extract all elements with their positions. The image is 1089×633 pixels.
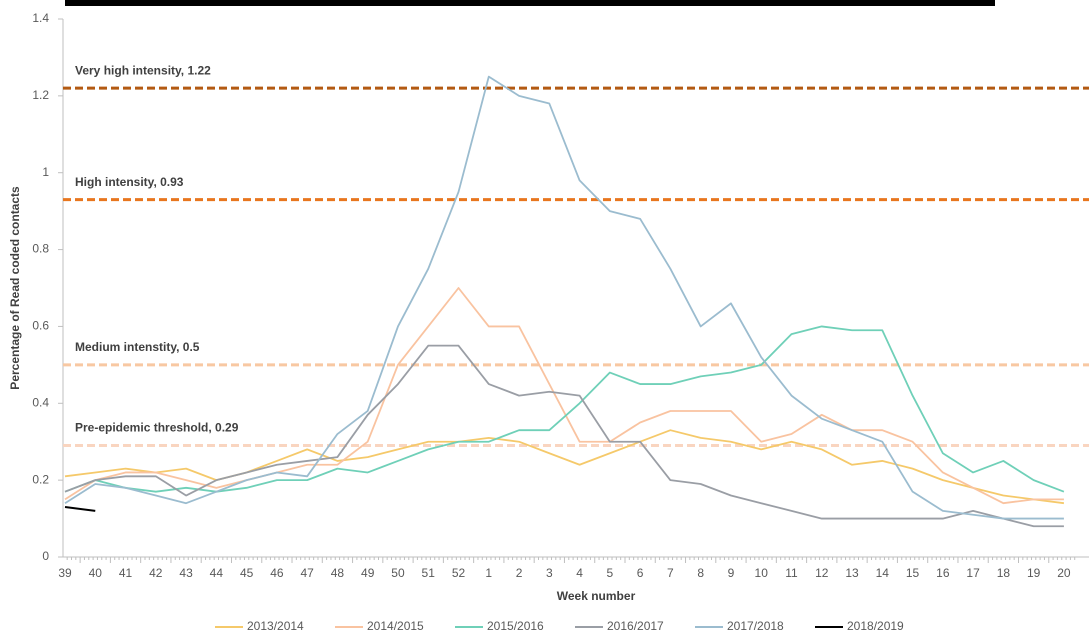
x-tick-label: 52 [452,566,466,580]
y-tick-label: 0.2 [32,472,49,486]
x-tick-label: 9 [728,566,735,580]
y-tick-label: 1.2 [32,88,49,102]
threshold-label: Pre-epidemic threshold, 0.29 [75,421,239,435]
x-tick-label: 10 [755,566,769,580]
y-tick-label: 0 [42,549,49,563]
y-tick-label: 0.4 [32,395,49,409]
legend-label: 2016/2017 [607,619,664,633]
y-tick-label: 0.8 [32,242,49,256]
legend-label: 2015/2016 [487,619,544,633]
x-tick-label: 2 [516,566,523,580]
x-tick-label: 6 [637,566,644,580]
x-tick-label: 7 [667,566,674,580]
y-tick-label: 0.6 [32,319,49,333]
x-tick-label: 48 [331,566,345,580]
x-tick-label: 3 [546,566,553,580]
x-tick-label: 43 [179,566,193,580]
x-tick-label: 46 [270,566,284,580]
series-line [64,344,1064,528]
y-tick-label: 1.4 [32,11,49,25]
series-line [64,506,96,512]
x-tick-label: 39 [58,566,72,580]
legend-label: 2018/2019 [847,619,904,633]
series-line [64,75,1064,520]
x-tick-label: 11 [785,566,798,580]
x-tick-label: 45 [240,566,254,580]
x-tick-label: 4 [576,566,583,580]
x-tick-label: 51 [422,566,436,580]
x-tick-label: 41 [119,566,133,580]
x-tick-label: 47 [300,566,314,580]
x-tick-label: 18 [997,566,1011,580]
threshold-label: Medium intenstity, 0.5 [75,340,200,354]
legend-label: 2013/2014 [247,619,304,633]
series-line [64,287,1064,505]
x-tick-label: 19 [1027,566,1041,580]
legend-label: 2017/2018 [727,619,784,633]
x-tick-label: 13 [845,566,859,580]
x-tick-label: 40 [89,566,103,580]
series-line [64,325,1065,493]
x-tick-label: 50 [391,566,405,580]
x-tick-label: 42 [149,566,163,580]
x-tick-label: 1 [485,566,492,580]
y-axis-label: Percentage of Read coded contacts [8,186,22,390]
legend-label: 2014/2015 [367,619,424,633]
x-tick-label: 20 [1057,566,1071,580]
x-tick-label: 8 [697,566,704,580]
x-axis-label: Week number [557,589,636,603]
top-bar [65,0,995,6]
x-tick-label: 49 [361,566,375,580]
x-tick-label: 12 [815,566,829,580]
y-tick-label: 1 [42,165,49,179]
threshold-label: High intensity, 0.93 [75,175,184,189]
threshold-label: Very high intensity, 1.22 [75,63,211,77]
x-tick-label: 5 [607,566,614,580]
x-tick-label: 44 [210,566,224,580]
x-tick-label: 17 [966,566,980,580]
x-tick-label: 15 [906,566,920,580]
x-tick-label: 14 [876,566,890,580]
x-tick-label: 16 [936,566,950,580]
